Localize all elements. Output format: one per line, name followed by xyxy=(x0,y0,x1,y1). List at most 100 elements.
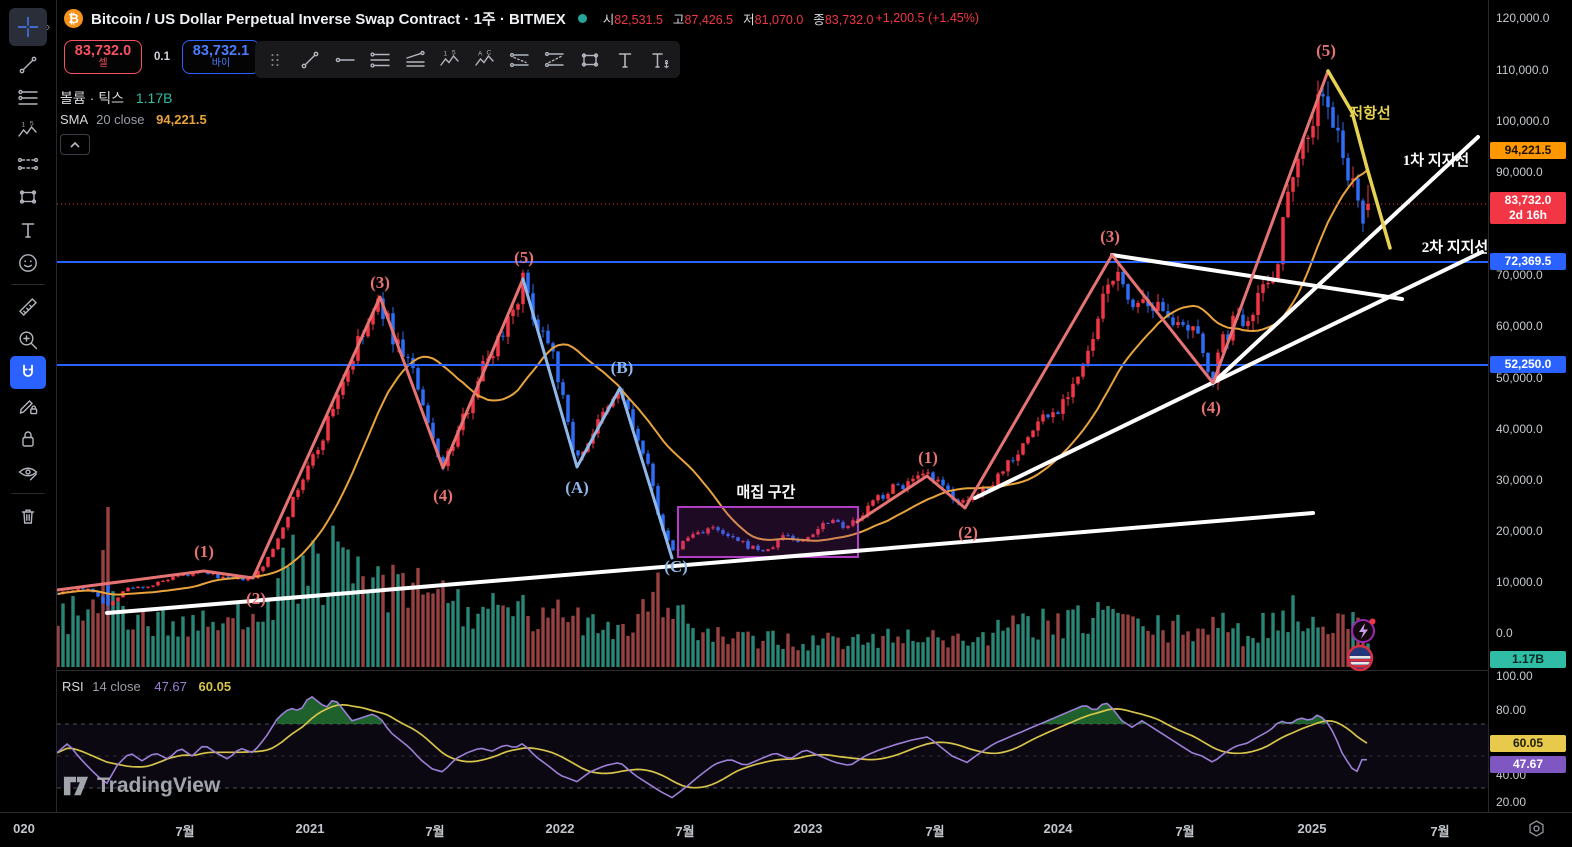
volume-value: 1.17B xyxy=(135,90,173,106)
wave-label: (1) xyxy=(918,448,938,467)
resistance-trendline xyxy=(1326,69,1392,250)
rectangle-tool-icon[interactable] xyxy=(10,180,46,213)
remove-drawings-tool-icon[interactable] xyxy=(10,499,46,532)
wave-label: (2) xyxy=(958,523,978,542)
axis-settings-gear-icon[interactable] xyxy=(1527,819,1546,843)
time-tick-label: 7월 xyxy=(175,824,195,839)
time-axis[interactable]: 020 7월 2021 7월 2022 7월 2023 7월 2024 7월 2025 7월 xyxy=(0,812,1572,847)
tradingview-logo-icon xyxy=(63,776,89,796)
sell-button[interactable]: 83,732.0 셀 xyxy=(64,40,142,74)
zoom-in-tool-icon[interactable] xyxy=(10,323,46,356)
trend-line-icon[interactable] xyxy=(296,46,324,74)
spread-value: 0.1 xyxy=(154,51,170,63)
price-tick-label: 50,000.0 xyxy=(1496,371,1543,385)
svg-text:1: 1 xyxy=(22,121,26,128)
trade-button-row: 83,732.0 셀 0.1 83,732.1 바이 xyxy=(64,40,260,74)
rsi-ma-value: 60.05 xyxy=(198,679,232,694)
trend-line-tool-icon[interactable] xyxy=(10,48,46,81)
support-line-1 xyxy=(1211,135,1480,385)
support-line-2 xyxy=(973,250,1484,500)
flat-pattern-icon[interactable] xyxy=(506,46,534,74)
sma-label: SMA xyxy=(60,112,88,127)
rsi-overbought-fill xyxy=(277,696,382,724)
wave-label: (C) xyxy=(664,557,688,576)
watermark-text: TradingView xyxy=(97,774,221,797)
symbol-header: ₿ Bitcoin / US Dollar Perpetual Inverse … xyxy=(64,0,979,36)
price-tick-label: 20.00 xyxy=(1496,795,1527,809)
rsi-value: 47.67 xyxy=(154,679,187,694)
price-tick-label: 80.00 xyxy=(1496,703,1527,717)
price-tick-label: 90,000.0 xyxy=(1496,165,1543,179)
price-axis-badge: 60.05 xyxy=(1490,735,1566,752)
price-tick-label: 0.0 xyxy=(1496,626,1513,640)
price-tick-label: 20,000.0 xyxy=(1496,524,1543,538)
crosshair-tool-icon[interactable] xyxy=(9,8,47,46)
wave-label: (B) xyxy=(611,358,634,377)
horizontal-line-tool-icon[interactable] xyxy=(10,81,46,114)
rsi-pane xyxy=(57,695,1488,799)
magnet-tool-icon[interactable] xyxy=(10,356,46,389)
rsi-legend[interactable]: RSI 14 close 47.67 60.05 xyxy=(62,679,231,694)
buy-button[interactable]: 83,732.1 바이 xyxy=(182,40,260,74)
disjoint-angle-icon[interactable] xyxy=(541,46,569,74)
anchored-text-icon[interactable] xyxy=(646,46,674,74)
idea-marker-icons xyxy=(1346,618,1376,672)
time-tick-label: 2025 xyxy=(1297,821,1327,836)
volume-bars xyxy=(57,507,1370,667)
buy-label: 바이 xyxy=(211,58,231,70)
price-tick-label: 60,000.0 xyxy=(1496,319,1543,333)
rsi-ma-line xyxy=(57,703,1368,789)
price-axis[interactable]: 120,000.0 110,000.0 100,000.0 90,000.0 70,00… xyxy=(1488,0,1572,812)
time-tick-label: 020 xyxy=(13,821,35,836)
buy-price: 83,732.1 xyxy=(192,43,250,60)
time-tick-label: 2023 xyxy=(793,821,823,836)
price-axis-badge: 94,221.5 xyxy=(1490,142,1566,159)
hide-drawings-tool-icon[interactable] xyxy=(10,455,46,488)
annotation-label: 2차 지지선 xyxy=(1422,239,1488,256)
horizontal-ray-icon[interactable] xyxy=(331,46,359,74)
sma-line xyxy=(57,168,1369,596)
triangle-upper-line xyxy=(1110,253,1404,301)
rsi-label: RSI xyxy=(62,679,84,694)
drawing-lock-tool-icon[interactable] xyxy=(10,389,46,422)
sma-params: 20 close xyxy=(96,112,145,127)
rsi-line xyxy=(57,695,1367,799)
lock-all-tool-icon[interactable] xyxy=(10,422,46,455)
market-status-icon xyxy=(577,13,587,23)
measure-tool-icon[interactable] xyxy=(10,290,46,323)
rectangle-icon[interactable] xyxy=(576,46,604,74)
text-tool-icon[interactable] xyxy=(10,213,46,246)
time-tick-label: 7월 xyxy=(425,824,445,839)
price-tick-label: 30,000.0 xyxy=(1496,473,1543,487)
ohlc-values: 시82,531.5 고87,426.5 저81,070.0 종83,732.0 xyxy=(603,9,874,28)
svg-text:A: A xyxy=(478,50,483,57)
page-title[interactable]: Bitcoin / US Dollar Perpetual Inverse Sw… xyxy=(91,10,566,28)
accumulation-box xyxy=(677,506,859,558)
time-tick-label: 2022 xyxy=(545,821,575,836)
drag-handle-icon[interactable] xyxy=(261,46,289,74)
toolbar-expand-icon[interactable]: › xyxy=(46,19,51,34)
price-tick-label: 100.00 xyxy=(1496,669,1533,683)
emoji-tool-icon[interactable] xyxy=(10,246,46,279)
wave-label: (4) xyxy=(1201,398,1221,417)
sell-price: 83,732.0 xyxy=(74,43,132,60)
volume-indicator-label: 볼륨 · 틱스 xyxy=(60,90,124,106)
price-tick-label: 110,000.0 xyxy=(1496,63,1549,77)
disjoint-channel-icon[interactable] xyxy=(401,46,429,74)
price-tick-label: 10,000.0 xyxy=(1496,575,1543,589)
price-axis-badge: 52,250.0 xyxy=(1490,356,1566,373)
time-tick-label: 2024 xyxy=(1043,821,1073,836)
parallel-channel-icon[interactable] xyxy=(366,46,394,74)
price-change: +1,200.5 (+1.45%) xyxy=(875,11,980,25)
toolbar-divider xyxy=(11,493,45,494)
indicator-legend[interactable]: 볼륨 · 틱스 1.17B SMA 20 close 94,221.5 xyxy=(60,88,207,155)
time-tick-label: 7월 xyxy=(1175,824,1195,839)
pattern-tool-icon[interactable] xyxy=(10,147,46,180)
text-icon[interactable] xyxy=(611,46,639,74)
collapse-legend-button[interactable] xyxy=(60,134,90,155)
